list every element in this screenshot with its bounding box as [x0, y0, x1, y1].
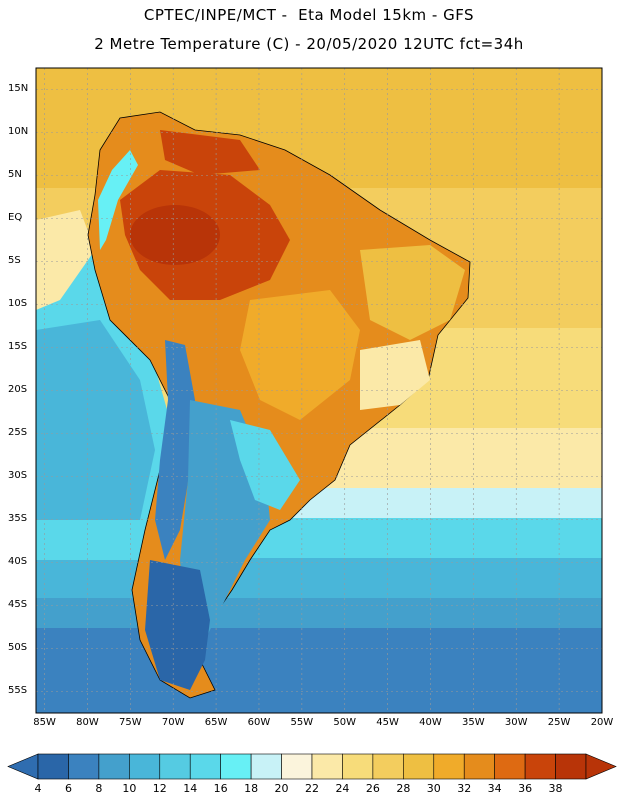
lon-label: 65W: [204, 717, 228, 728]
colorbar-swatch: [494, 753, 526, 780]
lat-label: 25S: [8, 426, 28, 438]
colorbar-swatch: [159, 753, 191, 780]
ocean-band-8: [36, 628, 602, 713]
lon-label: 60W: [247, 717, 271, 728]
colorbar-label: 10: [122, 782, 137, 795]
lat-label: 15S: [8, 340, 28, 352]
colorbar-low-arrow: [7, 753, 39, 780]
colorbar-swatch: [524, 753, 556, 780]
colorbar-label: 36: [518, 782, 533, 795]
colorbar-label: 24: [335, 782, 350, 795]
ocean-band-10: [36, 598, 602, 628]
title-line-2: 2 Metre Temperature (C) - 20/05/2020 12U…: [94, 35, 524, 53]
colorbar-label: 14: [183, 782, 198, 795]
colorbar-swatch: [281, 753, 313, 780]
colorbar-swatch: [372, 753, 404, 780]
lat-label: 10N: [8, 125, 29, 137]
colorbar-swatch: [250, 753, 282, 780]
lat-label: 5S: [8, 254, 21, 266]
colorbar-label: 28: [396, 782, 411, 795]
colorbar-high-arrow: [585, 753, 617, 780]
title-line-1: CPTEC/INPE/MCT - Eta Model 15km - GFS: [143, 6, 475, 24]
colorbar-swatch: [555, 753, 587, 780]
lat-label: 55S: [8, 684, 28, 696]
colorbar-swatch: [403, 753, 435, 780]
lon-label: 70W: [161, 717, 185, 728]
lat-label: 20S: [8, 383, 28, 395]
lon-label: 85W: [33, 717, 56, 728]
pacific-cooler-water: [36, 320, 155, 520]
pampas-mild: [230, 420, 300, 510]
lon-label: 50W: [333, 717, 357, 728]
colorbar-swatch: [37, 753, 69, 780]
colorbar-swatch: [189, 753, 221, 780]
lat-label: EQ: [8, 211, 23, 223]
lat-label: 35S: [8, 512, 28, 524]
central-brazil-warm: [240, 290, 360, 420]
colorbar-swatch: [129, 753, 161, 780]
lat-label: 45S: [8, 598, 28, 610]
lon-label: 25W: [547, 717, 571, 728]
lon-label: 20W: [590, 717, 614, 728]
lat-label: 30S: [8, 469, 28, 481]
ocean-band-12: [36, 558, 602, 598]
colorbar-label: 4: [34, 782, 42, 795]
colorbar-label: 16: [213, 782, 228, 795]
andes-cold-central: [155, 340, 195, 560]
gridlines: [36, 68, 602, 713]
colorbar-label: 32: [457, 782, 472, 795]
lon-label: 75W: [119, 717, 142, 728]
colorbar-label: 8: [95, 782, 103, 795]
amazon-hottest-core: [130, 205, 220, 265]
colorbar-swatch: [463, 753, 495, 780]
lon-label: 45W: [376, 717, 399, 728]
colorbar-label: 26: [365, 782, 380, 795]
colorbar-swatch: [98, 753, 130, 780]
andes-cold-north: [98, 150, 138, 250]
lon-label: 30W: [504, 717, 528, 728]
lat-label: 40S: [8, 555, 28, 567]
lon-label: 55W: [290, 717, 314, 728]
southeast-brazil-cool: [360, 340, 430, 410]
colorbar-swatch: [311, 753, 343, 780]
lon-label: 40W: [419, 717, 442, 728]
lon-label: 80W: [76, 717, 99, 728]
colorbar-label: 22: [305, 782, 319, 795]
colorbar-label: 12: [152, 782, 167, 795]
northern-venezuela-hot: [160, 130, 260, 175]
pacific-warm-north: [36, 210, 95, 310]
map-frame: [35, 67, 603, 714]
colorbar-label: 18: [244, 782, 259, 795]
lat-label: 5N: [8, 168, 22, 180]
northeast-brazil-mild: [360, 245, 465, 340]
lat-label: 15N: [8, 82, 29, 94]
patagonia-cold: [145, 560, 210, 690]
colorbar-swatch: [220, 753, 252, 780]
lon-label: 35W: [462, 717, 485, 728]
colorbar-swatch: [433, 753, 465, 780]
colorbar-label: 20: [274, 782, 289, 795]
colorbar-swatch: [68, 753, 100, 780]
colorbar-label: 34: [487, 782, 502, 795]
lat-label: 10S: [8, 297, 28, 309]
colorbar: [7, 753, 617, 780]
colorbar-label: 38: [548, 782, 563, 795]
colorbar-label: 30: [426, 782, 441, 795]
lat-label: 50S: [8, 641, 28, 653]
colorbar-swatch: [342, 753, 374, 780]
colorbar-label: 6: [64, 782, 72, 795]
